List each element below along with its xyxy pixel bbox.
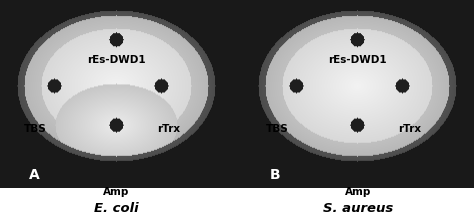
- Text: Amp: Amp: [345, 187, 371, 197]
- Text: rEs-DWD1: rEs-DWD1: [328, 55, 387, 65]
- Text: rTrx: rTrx: [399, 124, 421, 134]
- Text: B: B: [270, 168, 281, 182]
- Text: TBS: TBS: [266, 124, 289, 134]
- Text: rTrx: rTrx: [157, 124, 180, 134]
- Text: S. aureus: S. aureus: [323, 202, 393, 215]
- Text: A: A: [28, 168, 39, 182]
- Text: rEs-DWD1: rEs-DWD1: [87, 55, 146, 65]
- Text: TBS: TBS: [24, 124, 47, 134]
- Text: E. coli: E. coli: [94, 202, 138, 215]
- Text: Amp: Amp: [103, 187, 129, 197]
